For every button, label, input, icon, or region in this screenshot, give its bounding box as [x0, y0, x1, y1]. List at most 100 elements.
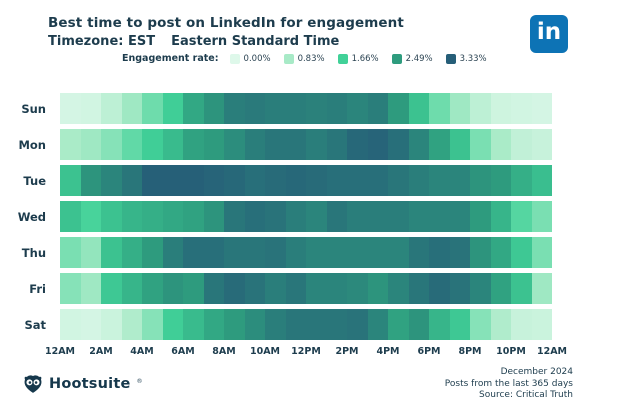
heatmap-cell	[408, 237, 429, 268]
y-axis-label-fri: Fri	[29, 281, 46, 296]
x-axis-tick: 2PM	[335, 346, 359, 357]
heatmap-cell	[367, 237, 388, 268]
heatmap-cell	[470, 165, 491, 196]
heatmap-cell	[326, 237, 347, 268]
heatmap-cell	[80, 201, 101, 232]
x-axis-tick: 10AM	[249, 346, 281, 357]
y-axis-label-wed: Wed	[17, 209, 46, 224]
owl-icon	[24, 375, 42, 393]
heatmap-cell	[490, 93, 511, 124]
heatmap-cell	[80, 273, 101, 304]
heatmap-cell	[265, 93, 286, 124]
heatmap-cell	[531, 165, 552, 196]
heatmap-cell	[265, 273, 286, 304]
heatmap-cell	[224, 309, 245, 340]
heatmap-cell	[347, 93, 368, 124]
legend-item: 2.49%	[391, 53, 433, 64]
y-axis-label-mon: Mon	[18, 137, 46, 152]
heatmap-cell	[306, 237, 327, 268]
heatmap-cell	[326, 273, 347, 304]
heatmap-cell	[470, 201, 491, 232]
linkedin-icon: in	[530, 15, 568, 53]
heatmap-cell	[162, 201, 183, 232]
y-axis-label-sat: Sat	[24, 317, 46, 332]
heatmap-cell	[511, 93, 532, 124]
x-axis-tick: 6AM	[171, 346, 195, 357]
heatmap-cell	[183, 93, 204, 124]
heatmap-cell	[265, 237, 286, 268]
heatmap-row-sun	[60, 93, 552, 124]
heatmap-cell	[224, 165, 245, 196]
heatmap-cell	[449, 237, 470, 268]
heatmap-cell	[162, 165, 183, 196]
heatmap-row-wed	[60, 201, 552, 232]
heatmap-cell	[449, 201, 470, 232]
heatmap-cell	[183, 201, 204, 232]
legend-value: 0.83%	[297, 53, 325, 64]
legend-swatch-4	[445, 53, 456, 64]
heatmap-cell	[367, 93, 388, 124]
heatmap-cell	[60, 93, 81, 124]
legend-value: 3.33%	[459, 53, 487, 64]
heatmap-row-thu	[60, 237, 552, 268]
heatmap-cell	[347, 129, 368, 160]
heatmap-cell	[347, 309, 368, 340]
heatmap-cell	[306, 273, 327, 304]
heatmap-cell	[142, 165, 163, 196]
heatmap-cell	[388, 309, 409, 340]
legend-swatch-0	[229, 53, 240, 64]
heatmap-cell	[408, 201, 429, 232]
heatmap-cell	[326, 129, 347, 160]
heatmap-row-tue	[60, 165, 552, 196]
heatmap-cell	[470, 129, 491, 160]
heatmap-cell	[347, 273, 368, 304]
heatmap-cell	[511, 129, 532, 160]
heatmap-cell	[408, 309, 429, 340]
heatmap-cell	[388, 237, 409, 268]
heatmap-cell	[531, 237, 552, 268]
heatmap-cell	[367, 273, 388, 304]
heatmap-cell	[101, 201, 122, 232]
heatmap-cell	[306, 93, 327, 124]
heatmap-cell	[162, 273, 183, 304]
heatmap-cell	[306, 309, 327, 340]
heatmap-cell	[367, 165, 388, 196]
engagement-rate-legend: Engagement rate: 0.00% 0.83% 1.66% 2.49%…	[122, 53, 493, 64]
heatmap-cell	[285, 201, 306, 232]
x-axis-tick: 12PM	[291, 346, 321, 357]
heatmap-cell	[429, 309, 450, 340]
heatmap-cell	[326, 165, 347, 196]
heatmap-cell	[80, 129, 101, 160]
heatmap-cell	[183, 129, 204, 160]
heatmap-cell	[203, 93, 224, 124]
heatmap-cell	[80, 93, 101, 124]
heatmap-cell	[244, 93, 265, 124]
heatmap-cell	[490, 165, 511, 196]
heatmap-cell	[60, 237, 81, 268]
heatmap-cell	[265, 165, 286, 196]
y-axis-label-tue: Tue	[23, 173, 46, 188]
heatmap-cell	[285, 309, 306, 340]
heatmap-cell	[429, 165, 450, 196]
x-axis-tick: 4AM	[130, 346, 154, 357]
heatmap-cell	[449, 309, 470, 340]
legend-swatch-1	[283, 53, 294, 64]
heatmap-cell	[470, 237, 491, 268]
linkedin-icon-text: in	[536, 19, 562, 45]
heatmap-cell	[285, 237, 306, 268]
heatmap-cell	[326, 309, 347, 340]
heatmap-cell	[203, 129, 224, 160]
heatmap-cell	[347, 201, 368, 232]
heatmap-cell	[490, 273, 511, 304]
page-title: Best time to post on LinkedIn for engage…	[48, 15, 404, 31]
heatmap-cell	[306, 165, 327, 196]
heatmap-cell	[347, 237, 368, 268]
heatmap-cell	[326, 201, 347, 232]
heatmap-cell	[142, 129, 163, 160]
legend-item: 0.83%	[283, 53, 325, 64]
x-axis-tick: 8PM	[458, 346, 482, 357]
legend-item: 3.33%	[445, 53, 487, 64]
legend-swatch-2	[337, 53, 348, 64]
heatmap-cell	[367, 309, 388, 340]
heatmap-cell	[470, 273, 491, 304]
